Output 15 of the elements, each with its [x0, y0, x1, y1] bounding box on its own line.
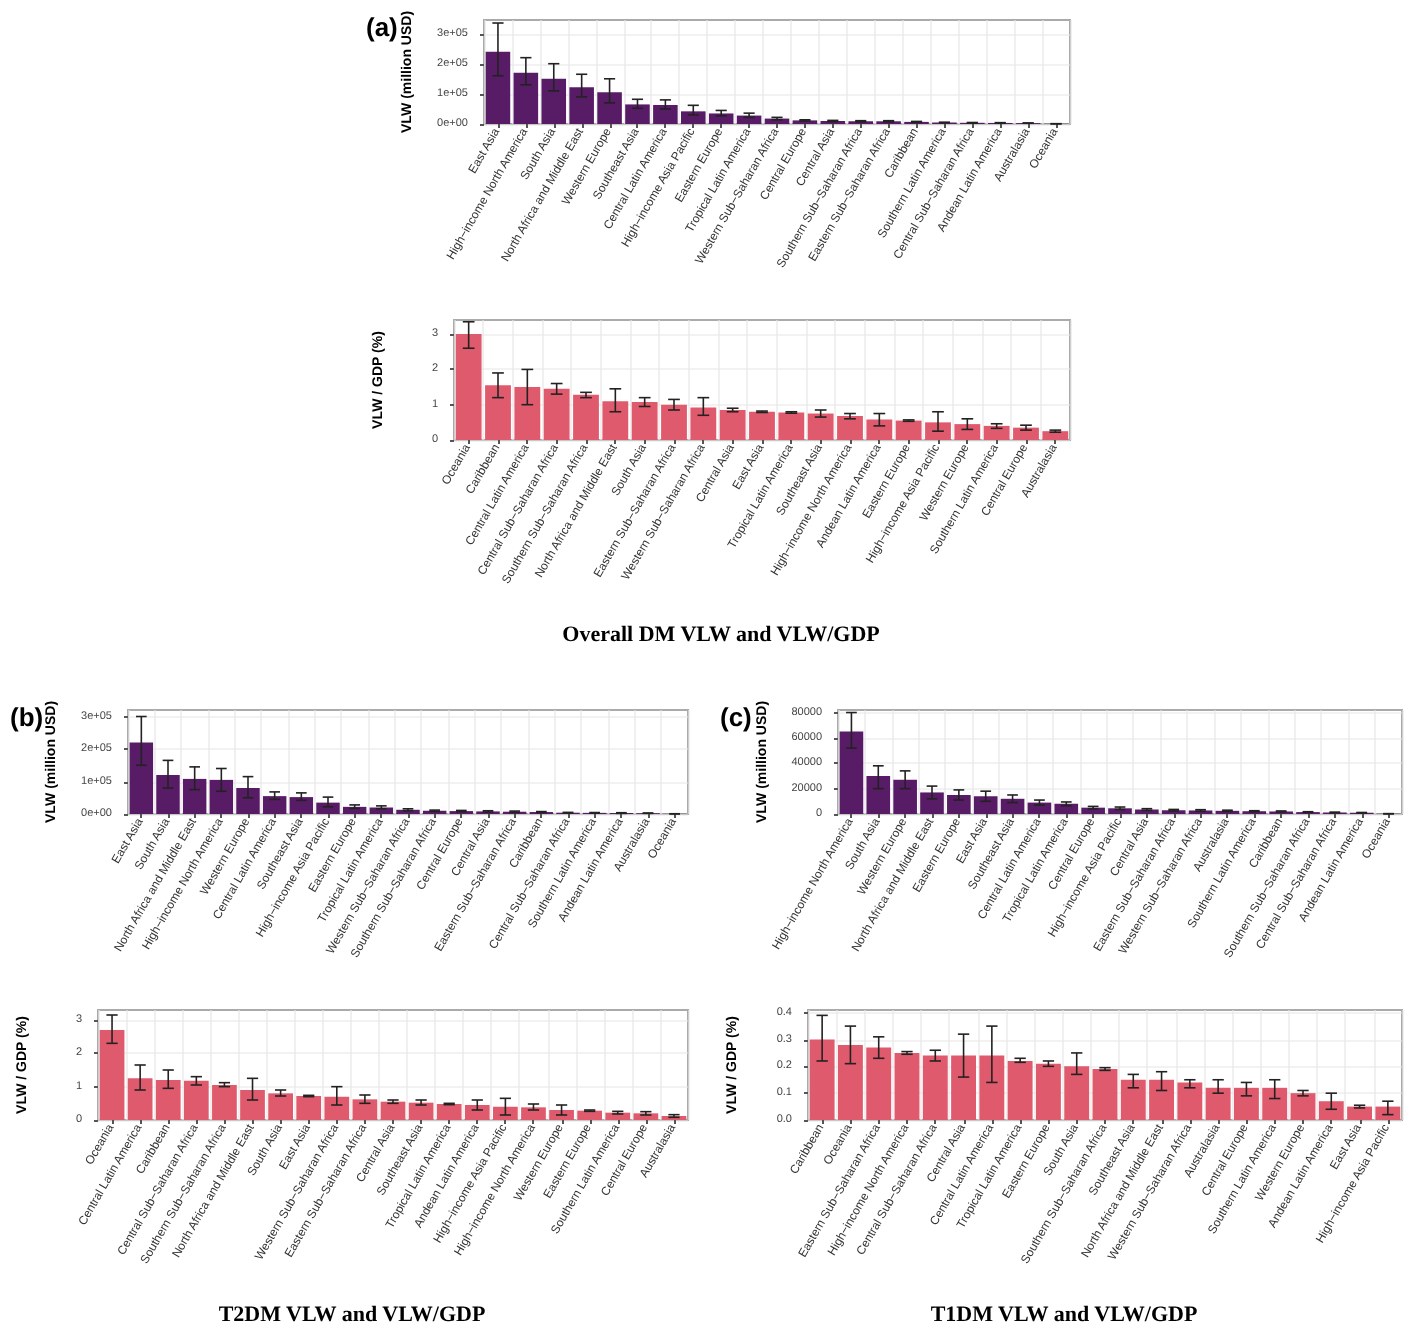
chart-title: (c): [720, 702, 752, 732]
bar: [408, 1102, 434, 1120]
text: T1DM VLW and VLW/GDP: [930, 1303, 1198, 1327]
bar: [1092, 1069, 1118, 1120]
bar: [1290, 1093, 1316, 1120]
text: Overall DM VLW and VLW/GDP: [562, 623, 881, 647]
bar: [352, 1099, 378, 1120]
bar: [736, 115, 762, 124]
chart-title: (b): [10, 702, 44, 732]
bar: [99, 1030, 125, 1120]
bar: [485, 51, 511, 124]
chart-title: (a): [366, 12, 398, 42]
text: T2DM VLW and VLW/GDP: [218, 1303, 486, 1327]
bar: [894, 1052, 920, 1120]
bar: [380, 1101, 406, 1120]
